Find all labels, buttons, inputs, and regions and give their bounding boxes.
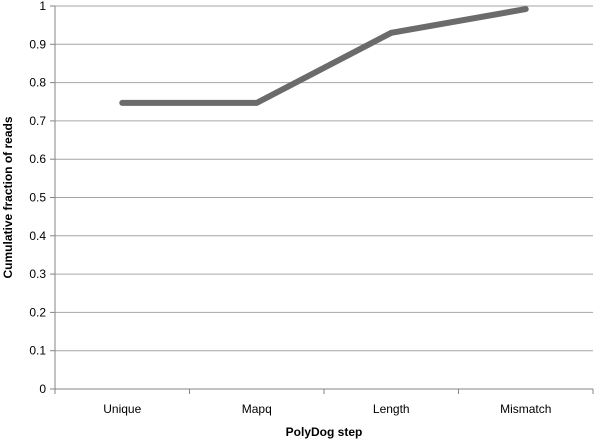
y-tick-label: 0.3 [29, 267, 46, 281]
gridlines [50, 5, 594, 394]
y-tick-label: 0.1 [29, 344, 46, 358]
x-tick-label: Mapq [242, 402, 272, 416]
y-tick-label: 0.5 [29, 191, 46, 205]
y-tick-label: 1 [39, 0, 46, 13]
y-tick-label: 0 [39, 382, 46, 396]
x-tick-labels: Unique Mapq Length Mismatch [103, 402, 551, 416]
y-tick-label: 0.2 [29, 305, 46, 319]
x-tick-label: Unique [103, 402, 141, 416]
y-axis-title: Cumulative fraction of reads [1, 116, 15, 278]
x-tick-label: Mismatch [500, 402, 551, 416]
y-tick-label: 0.7 [29, 114, 46, 128]
series-line [119, 6, 529, 106]
y-tick-labels: 0 0.1 0.2 0.3 0.4 0.5 0.6 0.7 0.8 0.9 1 [29, 0, 46, 396]
y-tick-label: 0.6 [29, 152, 46, 166]
x-axis-title: PolyDog step [286, 425, 363, 439]
x-tick-label: Length [373, 402, 410, 416]
y-tick-label: 0.4 [29, 229, 46, 243]
series-lines [119, 6, 529, 106]
y-tick-label: 0.8 [29, 76, 46, 90]
y-tick-label: 0.9 [29, 37, 46, 51]
